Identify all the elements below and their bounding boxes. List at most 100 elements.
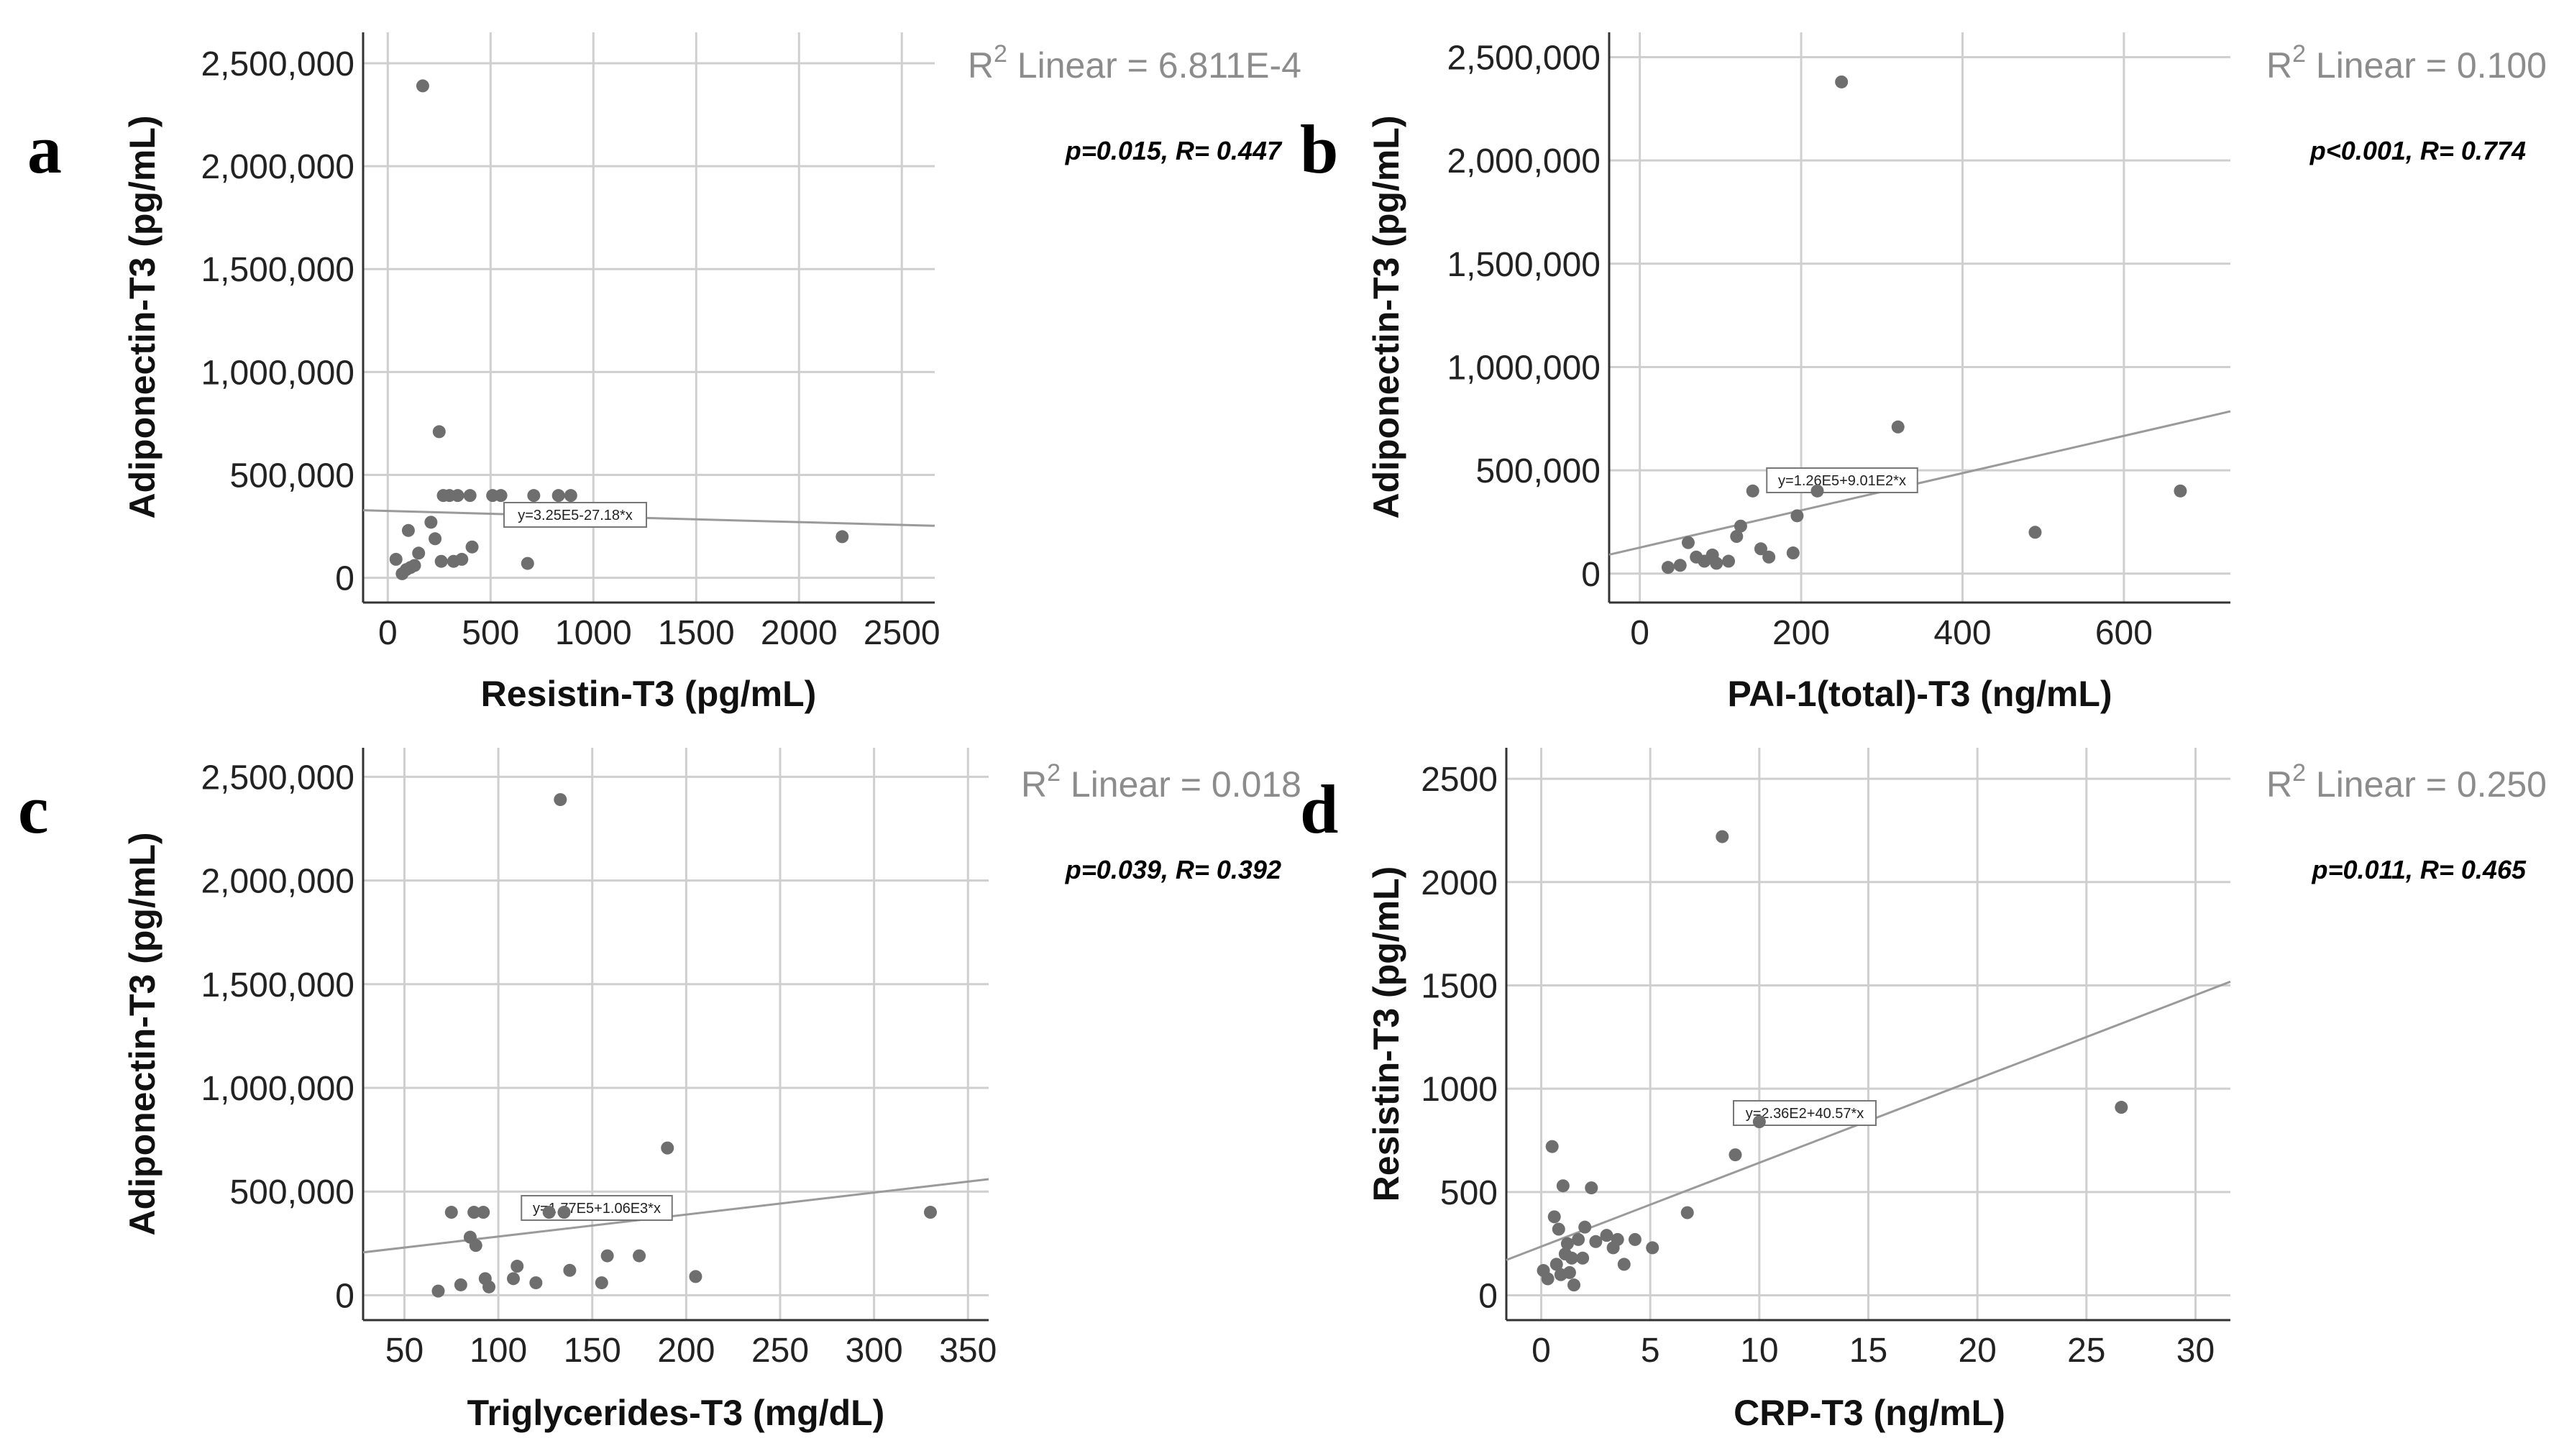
y-axis-title: Adiponectin-T3 (pg/mL)	[1366, 115, 1406, 518]
data-point	[1572, 1232, 1585, 1246]
data-point	[1681, 536, 1695, 549]
equation-label: y=1.77E5+1.06E3*x	[521, 1195, 673, 1221]
data-point	[482, 1280, 496, 1294]
data-point	[2174, 484, 2187, 498]
data-point	[1710, 557, 1723, 570]
equation-box	[1766, 467, 1918, 493]
r-squared-value: Linear = 0.100	[2306, 45, 2547, 86]
x-tick-label: 300	[846, 1332, 903, 1370]
data-point	[551, 489, 565, 503]
data-point	[1762, 550, 1776, 564]
data-point	[563, 1263, 577, 1277]
x-tick-label: 30	[2176, 1332, 2215, 1370]
data-point	[477, 1206, 490, 1219]
y-tick-label: 2,500,000	[201, 45, 354, 83]
data-point	[1589, 1235, 1603, 1248]
regression-line	[362, 509, 935, 527]
y-tick-label: 500,000	[1475, 452, 1601, 490]
y-tick-label: 0	[335, 560, 354, 598]
data-point	[1891, 420, 1905, 434]
data-point	[2115, 1101, 2128, 1114]
equation-text: y=2.36E2+40.57*x	[1746, 1106, 1864, 1122]
data-point	[527, 489, 541, 503]
r-squared-superscript: 2	[2292, 40, 2306, 68]
x-tick-label: 1500	[658, 614, 735, 652]
data-point	[1628, 1232, 1642, 1246]
x-tick-label: 350	[939, 1332, 997, 1370]
r-squared-label: R2 Linear = 0.018	[1021, 759, 1301, 805]
data-point	[529, 1276, 543, 1290]
r-squared-label: R2 Linear = 0.250	[2266, 759, 2547, 805]
y-tick-label: 0	[1581, 556, 1601, 594]
data-point	[451, 489, 464, 503]
r-squared-label: R2 Linear = 6.811E-4	[968, 40, 1301, 86]
x-tick-label: 20	[1958, 1332, 1996, 1370]
data-point	[689, 1270, 702, 1283]
data-point	[564, 489, 577, 503]
data-point	[1786, 546, 1800, 560]
stat-label: p=0.011, R= 0.465	[2311, 855, 2527, 884]
x-tick-label: 150	[564, 1332, 621, 1370]
data-point	[1746, 484, 1759, 498]
data-point	[1754, 542, 1767, 556]
y-axis-title: Resistin-T3 (pg/mL)	[1366, 866, 1406, 1202]
x-tick-label: 600	[2095, 614, 2153, 652]
data-point	[507, 1272, 521, 1286]
x-tick-label: 0	[378, 614, 398, 652]
data-point	[432, 425, 446, 439]
data-point	[1578, 1220, 1592, 1234]
x-tick-label: 2500	[864, 614, 940, 652]
y-tick-label: 2000	[1421, 864, 1498, 902]
data-point	[401, 523, 415, 537]
data-point	[835, 530, 849, 544]
data-point	[633, 1249, 646, 1263]
x-tick-label: 25	[2067, 1332, 2105, 1370]
y-axis-title: Adiponectin-T3 (pg/mL)	[122, 115, 162, 518]
y-tick-label: 0	[1478, 1278, 1498, 1316]
data-point	[1752, 1115, 1766, 1129]
data-point	[429, 532, 442, 546]
y-tick-label: 2,500,000	[1447, 39, 1601, 77]
y-tick-label: 1000	[1421, 1071, 1498, 1109]
equation-text: y=3.25E5-27.18*x	[518, 508, 633, 523]
equation-text: y=1.26E5+9.01E2*x	[1778, 473, 1906, 489]
data-point	[924, 1206, 938, 1219]
data-point	[1730, 530, 1744, 544]
data-point	[469, 1239, 482, 1253]
y-tick-label: 1500	[1421, 967, 1498, 1005]
y-tick-label: 0	[335, 1277, 354, 1315]
x-tick-label: 15	[1849, 1332, 1887, 1370]
x-tick-label: 400	[1933, 614, 1991, 652]
x-tick-label: 1000	[555, 614, 632, 652]
r-squared-superscript: 2	[994, 40, 1007, 68]
data-point	[1549, 1258, 1563, 1271]
x-tick-label: 200	[657, 1332, 715, 1370]
data-point	[467, 1206, 481, 1219]
y-tick-label: 1,000,000	[201, 1070, 354, 1108]
data-point	[1673, 559, 1687, 572]
stat-label: p=0.015, R= 0.447	[1065, 136, 1283, 165]
data-point	[1556, 1179, 1570, 1193]
data-point	[494, 489, 508, 503]
y-axis-title: Adiponectin-T3 (pg/mL)	[122, 832, 162, 1235]
chart-panel-b: 0 200 400 600 0 500,000 1,000,000 1,500,000 2,00…	[1300, 32, 2547, 714]
data-point	[1545, 1140, 1559, 1153]
x-tick-label: 500	[462, 614, 519, 652]
x-tick-label: 50	[385, 1332, 423, 1370]
r-squared-value: Linear = 0.250	[2306, 764, 2547, 805]
data-point	[455, 552, 469, 566]
x-axis-title: Resistin-T3 (pg/mL)	[481, 674, 817, 714]
x-tick-label: 0	[1531, 1332, 1551, 1370]
r-squared-value: Linear = 0.018	[1061, 764, 1301, 805]
regression-line	[1608, 410, 2231, 556]
r-squared-label: R2 Linear = 0.100	[2266, 40, 2547, 86]
data-point	[1600, 1229, 1613, 1242]
data-point	[434, 554, 448, 568]
data-point	[1734, 519, 1747, 533]
y-tick-label: 2,500,000	[201, 759, 354, 797]
data-point	[1680, 1206, 1694, 1219]
equation-box	[503, 502, 647, 528]
data-point	[1567, 1278, 1581, 1292]
data-point	[389, 552, 403, 566]
data-point	[1560, 1237, 1574, 1250]
